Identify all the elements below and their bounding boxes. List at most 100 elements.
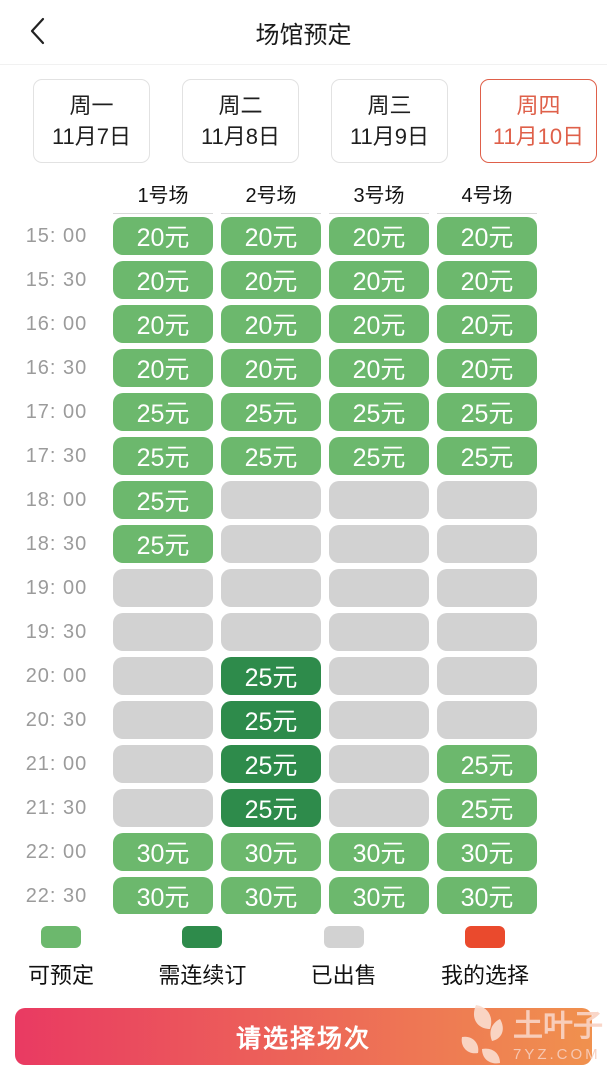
slot-cell-r16-court4[interactable]: 30元 [437, 877, 537, 914]
time-label: 19: 00 [25, 576, 88, 599]
slot-cell-r12-court1 [113, 701, 213, 739]
slot-cell-r15-court3[interactable]: 30元 [329, 833, 429, 871]
slot-cell-r9-court2 [221, 569, 321, 607]
tab-date-label: 11月8日 [200, 124, 281, 149]
page-title: 场馆预定 [255, 21, 352, 49]
court-header-1: 1号场 [113, 179, 213, 214]
slot-cell-r4-court2[interactable]: 20元 [221, 349, 321, 387]
slot-cell-r6-court1[interactable]: 25元 [113, 437, 213, 475]
slot-cell-r13-court1 [113, 745, 213, 783]
slot-cell-r12-court4 [437, 701, 537, 739]
court-header-2: 2号场 [221, 179, 321, 214]
schedule-row-15:00: 15: 00 20元 20元 20元 20元 [0, 217, 607, 255]
slot-cell-r6-court4[interactable]: 25元 [437, 437, 537, 475]
legend-label: 我的选择 [440, 963, 529, 988]
schedule-row-18:00: 18: 00 25元 [0, 481, 607, 519]
slot-cell-r15-court1[interactable]: 30元 [113, 833, 213, 871]
slot-cell-r11-court2[interactable]: 25元 [221, 657, 321, 695]
back-button[interactable] [20, 14, 56, 50]
legend-item-available: 可预定 [28, 926, 94, 990]
legend-label: 可预定 [28, 963, 95, 988]
slot-cell-r3-court4[interactable]: 20元 [437, 305, 537, 343]
time-label: 18: 30 [25, 532, 88, 555]
date-tab-3[interactable]: 周三 11月9日 [331, 79, 448, 163]
slot-cell-r7-court1[interactable]: 25元 [113, 481, 213, 519]
date-tab-2[interactable]: 周二 11月8日 [182, 79, 299, 163]
slot-cell-r14-court1 [113, 789, 213, 827]
slot-cell-r8-court1[interactable]: 25元 [113, 525, 213, 563]
tab-date-label: 11月10日 [492, 124, 585, 149]
tab-date-label: 11月7日 [51, 124, 132, 149]
slot-cell-r12-court3 [329, 701, 429, 739]
slot-cell-r8-court2 [221, 525, 321, 563]
slot-cell-r1-court4[interactable]: 20元 [437, 217, 537, 255]
time-label: 21: 30 [25, 796, 88, 819]
slot-cell-r13-court2[interactable]: 25元 [221, 745, 321, 783]
time-label: 22: 30 [25, 884, 88, 907]
slot-cell-r1-court3[interactable]: 20元 [329, 217, 429, 255]
slot-cell-r13-court4[interactable]: 25元 [437, 745, 537, 783]
slot-cell-r15-court2[interactable]: 30元 [221, 833, 321, 871]
slot-cell-r7-court3 [329, 481, 429, 519]
schedule-grid: 15: 00 20元 20元 20元 20元 15: 30 20元 20元 20元 20元 16: … [0, 217, 607, 914]
slot-cell-r16-court3[interactable]: 30元 [329, 877, 429, 914]
slot-cell-r2-court2[interactable]: 20元 [221, 261, 321, 299]
slot-cell-r16-court2[interactable]: 30元 [221, 877, 321, 914]
slot-cell-r5-court1[interactable]: 25元 [113, 393, 213, 431]
time-label: 15: 30 [25, 268, 88, 291]
time-label: 18: 00 [25, 488, 88, 511]
time-label: 16: 00 [25, 312, 88, 335]
tab-date-label: 11月9日 [349, 124, 430, 149]
slot-cell-r4-court3[interactable]: 20元 [329, 349, 429, 387]
date-tab-4[interactable]: 周四 11月10日 [480, 79, 597, 163]
slot-cell-r6-court2[interactable]: 25元 [221, 437, 321, 475]
slot-cell-r16-court1[interactable]: 30元 [113, 877, 213, 914]
slot-cell-r6-court3[interactable]: 25元 [329, 437, 429, 475]
slot-cell-r5-court2[interactable]: 25元 [221, 393, 321, 431]
slot-cell-r9-court1 [113, 569, 213, 607]
schedule-row-19:00: 19: 00 [0, 569, 607, 607]
tab-weekday-label: 周一 [69, 93, 114, 118]
slot-cell-r5-court4[interactable]: 25元 [437, 393, 537, 431]
slot-cell-r3-court2[interactable]: 20元 [221, 305, 321, 343]
slot-cell-r4-court1[interactable]: 20元 [113, 349, 213, 387]
slot-cell-r9-court3 [329, 569, 429, 607]
time-label: 22: 00 [25, 840, 88, 863]
schedule-row-22:00: 22: 00 30元 30元 30元 30元 [0, 833, 607, 871]
legend-label: 已出售 [310, 963, 377, 988]
slot-cell-r1-court2[interactable]: 20元 [221, 217, 321, 255]
time-label: 15: 00 [25, 224, 88, 247]
slot-cell-r11-court3 [329, 657, 429, 695]
tab-weekday-label: 周四 [516, 93, 561, 118]
slot-cell-r8-court3 [329, 525, 429, 563]
slot-cell-r5-court3[interactable]: 25元 [329, 393, 429, 431]
slot-cell-r14-court2[interactable]: 25元 [221, 789, 321, 827]
schedule-row-21:00: 21: 00 25元 25元 [0, 745, 607, 783]
slot-cell-r14-court4[interactable]: 25元 [437, 789, 537, 827]
slot-cell-r10-court4 [437, 613, 537, 651]
legend: 可预定 需连续订 已出售 我的选择 [28, 926, 529, 990]
slot-cell-r11-court4 [437, 657, 537, 695]
time-label: 19: 30 [25, 620, 88, 643]
slot-cell-r3-court3[interactable]: 20元 [329, 305, 429, 343]
slot-cell-r15-court4[interactable]: 30元 [437, 833, 537, 871]
slot-cell-r2-court4[interactable]: 20元 [437, 261, 537, 299]
slot-cell-r12-court2[interactable]: 25元 [221, 701, 321, 739]
court-header-3: 3号场 [329, 179, 429, 214]
select-session-button[interactable]: 请选择场次 [15, 1008, 592, 1065]
slot-cell-r2-court1[interactable]: 20元 [113, 261, 213, 299]
date-tab-bar: 周一 11月7日 周二 11月8日 周三 11月9日 周四 11月10日 [0, 65, 607, 163]
slot-cell-r7-court4 [437, 481, 537, 519]
slot-cell-r1-court1[interactable]: 20元 [113, 217, 213, 255]
legend-item-selected: 我的选择 [441, 926, 529, 990]
slot-cell-r3-court1[interactable]: 20元 [113, 305, 213, 343]
schedule-row-17:00: 17: 00 25元 25元 25元 25元 [0, 393, 607, 431]
slot-cell-r4-court4[interactable]: 20元 [437, 349, 537, 387]
date-tab-1[interactable]: 周一 11月7日 [33, 79, 150, 163]
schedule-row-18:30: 18: 30 25元 [0, 525, 607, 563]
slot-cell-r9-court4 [437, 569, 537, 607]
slot-cell-r2-court3[interactable]: 20元 [329, 261, 429, 299]
slot-cell-r13-court3 [329, 745, 429, 783]
time-label: 16: 30 [25, 356, 88, 379]
